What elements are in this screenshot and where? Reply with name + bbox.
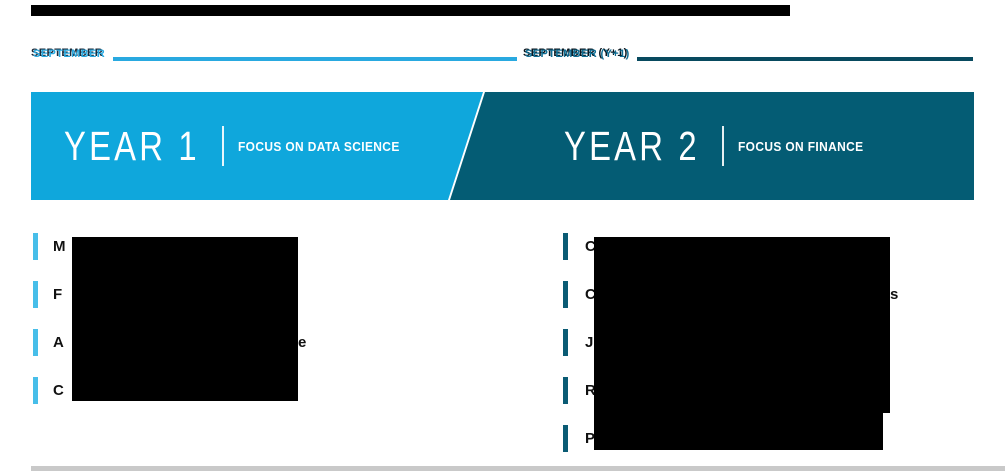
bullet-bar-icon — [563, 329, 568, 356]
year2-title: YEAR 2 — [564, 122, 700, 169]
timeline-end-label: SEPTEMBER (Y+1) — [525, 48, 630, 60]
redaction-block — [594, 413, 883, 450]
timeline-start-label: SEPTEMBER — [33, 48, 106, 60]
list-item-text: C — [585, 238, 596, 255]
list-item: A — [33, 329, 64, 356]
list-item-text-tail: s — [890, 286, 899, 303]
year2-subtitle: FOCUS ON FINANCE — [737, 138, 864, 154]
list-item: F — [33, 281, 62, 308]
redaction-block — [72, 237, 298, 401]
year-banner: YEAR 1 FOCUS ON DATA SCIENCE YEAR 2 FOCU… — [31, 92, 974, 200]
bullet-bar-icon — [563, 425, 568, 452]
list-item: R — [563, 377, 596, 404]
list-item-text: F — [53, 286, 63, 303]
list-item: M — [33, 233, 66, 260]
list-item: C — [563, 281, 596, 308]
list-item-text: P — [585, 430, 596, 447]
year2-banner-content: YEAR 2 FOCUS ON FINANCE — [564, 92, 874, 200]
bullet-bar-icon — [563, 281, 568, 308]
year1-banner-content: YEAR 1 FOCUS ON DATA SCIENCE — [64, 92, 414, 200]
year2-banner-panel — [450, 92, 974, 200]
list-item-text: J — [585, 334, 594, 351]
year1-subtitle: FOCUS ON DATA SCIENCE — [237, 138, 400, 154]
bullet-bar-icon — [563, 233, 568, 260]
bottom-divider — [31, 466, 1005, 471]
timeline-line-year2 — [637, 57, 973, 61]
redaction-bar — [31, 5, 790, 16]
year1-banner-panel — [31, 92, 483, 200]
bullet-bar-icon — [33, 233, 38, 260]
list-item: J — [563, 329, 593, 356]
list-item-text: M — [53, 238, 66, 255]
bullet-bar-icon — [563, 377, 568, 404]
list-item-text: C — [53, 382, 64, 399]
bullet-bar-icon — [33, 329, 38, 356]
timeline-line-year1 — [113, 57, 517, 61]
year2-title-divider — [721, 126, 724, 166]
list-item-text: R — [585, 382, 596, 399]
list-item: C — [563, 233, 596, 260]
year1-title: YEAR 1 — [64, 122, 200, 169]
year1-title-divider — [221, 126, 224, 166]
bullet-bar-icon — [33, 281, 38, 308]
list-item-text: A — [53, 334, 64, 351]
list-item: P — [563, 425, 595, 452]
redaction-block — [594, 237, 890, 413]
bullet-bar-icon — [33, 377, 38, 404]
list-item-text: C — [585, 286, 596, 303]
list-item: C — [33, 377, 64, 404]
list-item-text-tail: e — [298, 334, 307, 351]
